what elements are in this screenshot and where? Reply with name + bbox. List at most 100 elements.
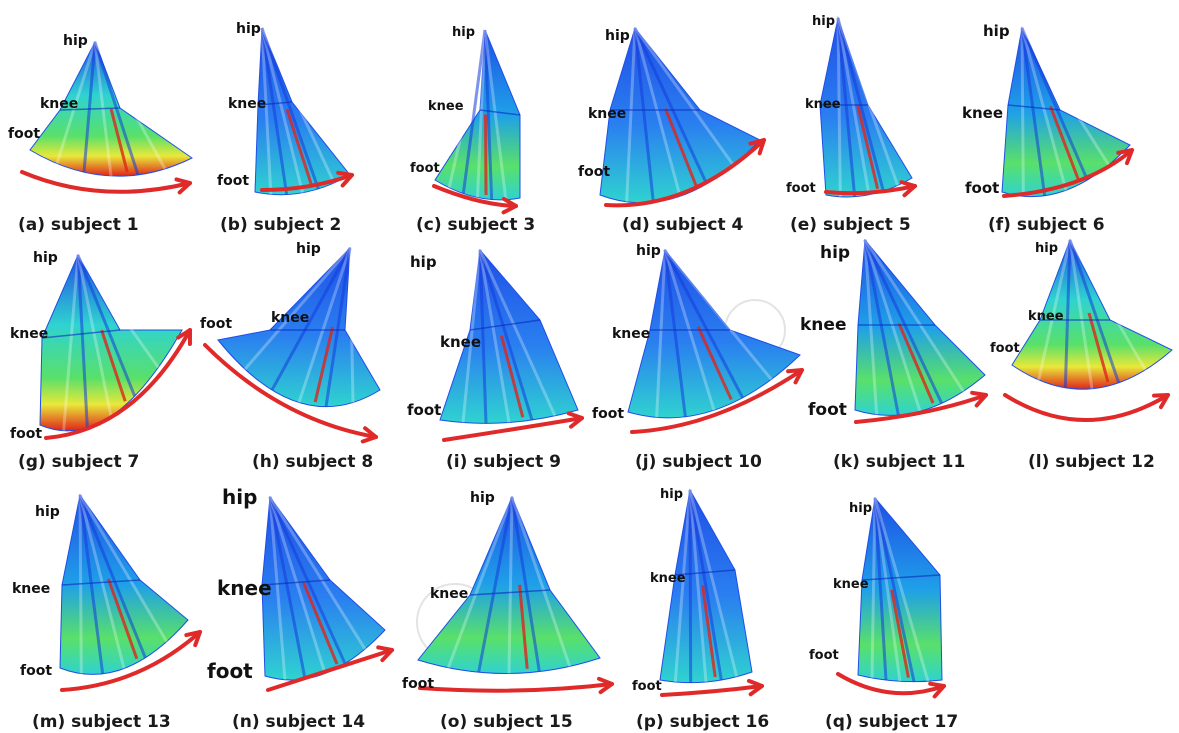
panel-j: hip knee foot (j) subject 10 <box>592 243 804 472</box>
motion-arrow <box>260 173 354 192</box>
knee-label: knee <box>430 586 468 602</box>
motion-arrow <box>836 672 946 696</box>
knee-label: knee <box>440 333 481 351</box>
arrow-head <box>501 196 518 215</box>
surface-stripe <box>260 27 289 195</box>
surface-stripe <box>655 249 667 418</box>
surface-stripe <box>1020 27 1025 197</box>
hip-label: hip <box>410 253 437 271</box>
foot-label: foot <box>786 181 816 196</box>
surface-hotspot <box>701 585 717 678</box>
gait-surface <box>261 495 386 681</box>
knee-label: knee <box>10 326 48 342</box>
panel-caption: (l) subject 12 <box>1028 452 1155 472</box>
foot-label: foot <box>965 179 999 197</box>
foot-label: foot <box>407 401 441 419</box>
surface-hotspot <box>890 589 910 678</box>
arrow-head <box>899 180 917 198</box>
knee-fold <box>674 569 736 576</box>
surface-stripe <box>663 249 744 399</box>
surface-stripe <box>688 489 739 678</box>
surface-stripe <box>673 489 692 683</box>
surface-stripe <box>633 27 682 197</box>
knee-label: knee <box>271 310 309 326</box>
surface-stripe <box>76 254 160 369</box>
surface-stripe <box>268 496 367 650</box>
hip-label: hip <box>470 490 495 506</box>
panel-caption: (q) subject 17 <box>825 712 958 732</box>
panel-caption: (k) subject 11 <box>833 452 965 472</box>
gait-surface <box>627 248 801 419</box>
panel-caption: (c) subject 3 <box>416 215 535 235</box>
hip-label: hip <box>983 22 1010 40</box>
panel-m: hip knee foot (m) subject 13 <box>12 493 202 732</box>
knee-label: knee <box>650 571 686 586</box>
panel-caption: (p) subject 16 <box>636 712 769 732</box>
surface-hotspot <box>518 584 529 669</box>
motion-arrow <box>630 368 804 434</box>
surface-stripe <box>268 496 327 674</box>
knee-label: knee <box>428 99 464 114</box>
gait-surface <box>439 248 579 424</box>
panel-g: hip knee foot (g) subject 7 <box>10 250 192 472</box>
surface-hotspot <box>100 329 127 402</box>
foot-label: foot <box>217 173 249 189</box>
hip-label: hip <box>1035 241 1058 256</box>
knee-label: knee <box>228 96 266 112</box>
surface-stripe <box>446 496 514 669</box>
arrow-head <box>786 368 804 385</box>
surface-stripe <box>688 489 708 683</box>
surface-stripe <box>260 27 336 184</box>
panel-n: hip knee foot (n) subject 14 <box>207 485 394 732</box>
surface-hotspot <box>302 581 339 665</box>
surface-stripe <box>836 17 871 196</box>
surface-stripe <box>863 239 965 393</box>
surface-stripe <box>1063 239 1072 388</box>
surface-stripe <box>510 496 541 672</box>
surface-stripe <box>1020 27 1047 196</box>
arrow-head <box>176 328 192 346</box>
arrow-head <box>1152 393 1170 410</box>
panel-p: hip knee foot (p) subject 16 <box>632 487 769 732</box>
knee-fold <box>41 329 121 339</box>
surface-stripe <box>1068 239 1094 389</box>
surface-stripe <box>633 27 655 203</box>
motion-arrow <box>824 184 917 196</box>
surface-stripe <box>76 254 137 397</box>
surface-stripe <box>873 497 916 682</box>
knee-label: knee <box>962 104 1003 122</box>
motion-arrow <box>44 328 192 440</box>
panel-c: hip knee foot (c) subject 3 <box>410 25 535 235</box>
surface-stripe <box>260 27 304 194</box>
knee-fold <box>469 319 541 331</box>
arrow-head <box>748 138 766 156</box>
hip-label: hip <box>849 501 872 516</box>
arrow-head <box>746 678 764 697</box>
gait-surface <box>1001 26 1131 198</box>
surface-stripe <box>873 497 902 682</box>
knee-label: knee <box>217 576 272 600</box>
foot-label: foot <box>410 161 440 176</box>
hip-label: hip <box>605 28 630 44</box>
motion-arrow <box>1002 148 1134 198</box>
knee-label: knee <box>12 581 50 597</box>
panel-b: hip knee foot (b) subject 2 <box>217 21 354 235</box>
panel-caption: (o) subject 15 <box>440 712 573 732</box>
surface-stripe <box>483 29 494 200</box>
surface-stripe <box>1020 27 1110 166</box>
panel-caption: (d) subject 4 <box>622 215 743 235</box>
foot-label: foot <box>402 676 434 692</box>
panel-caption: (e) subject 5 <box>790 215 911 235</box>
gait-surface <box>1011 238 1173 390</box>
motion-arrow <box>854 393 988 424</box>
surface-stripe <box>324 247 352 407</box>
knee-fold <box>257 101 293 106</box>
surface-stripe <box>461 249 482 423</box>
panel-caption: (f) subject 6 <box>988 215 1105 235</box>
surface-stripe <box>243 247 352 371</box>
surface-stripe <box>873 497 888 681</box>
surface-stripe <box>76 254 113 417</box>
arrow-head <box>376 645 394 663</box>
surface-stripe <box>483 29 508 200</box>
